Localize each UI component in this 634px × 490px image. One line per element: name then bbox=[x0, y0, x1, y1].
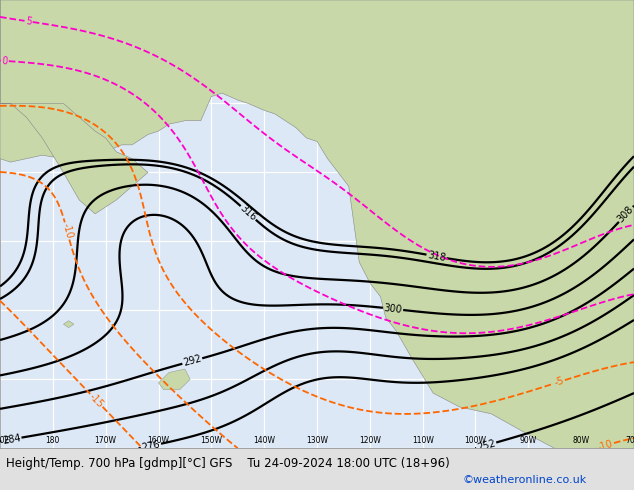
Text: 150W: 150W bbox=[200, 436, 223, 445]
Text: 90W: 90W bbox=[520, 436, 537, 445]
Text: 170W: 170W bbox=[94, 436, 117, 445]
Text: 70W: 70W bbox=[625, 436, 634, 445]
Text: 80W: 80W bbox=[573, 436, 590, 445]
Polygon shape bbox=[63, 321, 74, 328]
Text: 284: 284 bbox=[1, 433, 22, 446]
Text: -5: -5 bbox=[553, 376, 566, 388]
Text: 100W: 100W bbox=[465, 436, 486, 445]
Text: 160W: 160W bbox=[148, 436, 169, 445]
Text: 180: 180 bbox=[46, 436, 60, 445]
Text: 252: 252 bbox=[476, 438, 496, 453]
Text: 292: 292 bbox=[182, 354, 203, 368]
Text: 308: 308 bbox=[616, 204, 634, 224]
Text: -15: -15 bbox=[87, 391, 105, 410]
Text: 120W: 120W bbox=[359, 436, 381, 445]
Text: -10: -10 bbox=[60, 222, 74, 240]
Text: 0: 0 bbox=[1, 56, 8, 66]
Text: 190E: 190E bbox=[0, 436, 10, 445]
Text: 130W: 130W bbox=[306, 436, 328, 445]
Text: Height/Temp. 700 hPa [gdmp][°C] GFS    Tu 24-09-2024 18:00 UTC (18+96): Height/Temp. 700 hPa [gdmp][°C] GFS Tu 2… bbox=[6, 457, 450, 469]
Text: -10: -10 bbox=[597, 439, 614, 453]
Text: 276: 276 bbox=[141, 439, 161, 453]
Text: 110W: 110W bbox=[411, 436, 434, 445]
Text: ©weatheronline.co.uk: ©weatheronline.co.uk bbox=[463, 475, 587, 485]
Text: 300: 300 bbox=[384, 303, 403, 315]
Polygon shape bbox=[0, 0, 148, 214]
Text: 316: 316 bbox=[238, 203, 259, 223]
Text: 318: 318 bbox=[427, 250, 446, 263]
Polygon shape bbox=[0, 0, 634, 455]
Text: 140W: 140W bbox=[253, 436, 275, 445]
Text: 5: 5 bbox=[25, 16, 32, 27]
Polygon shape bbox=[158, 369, 190, 390]
